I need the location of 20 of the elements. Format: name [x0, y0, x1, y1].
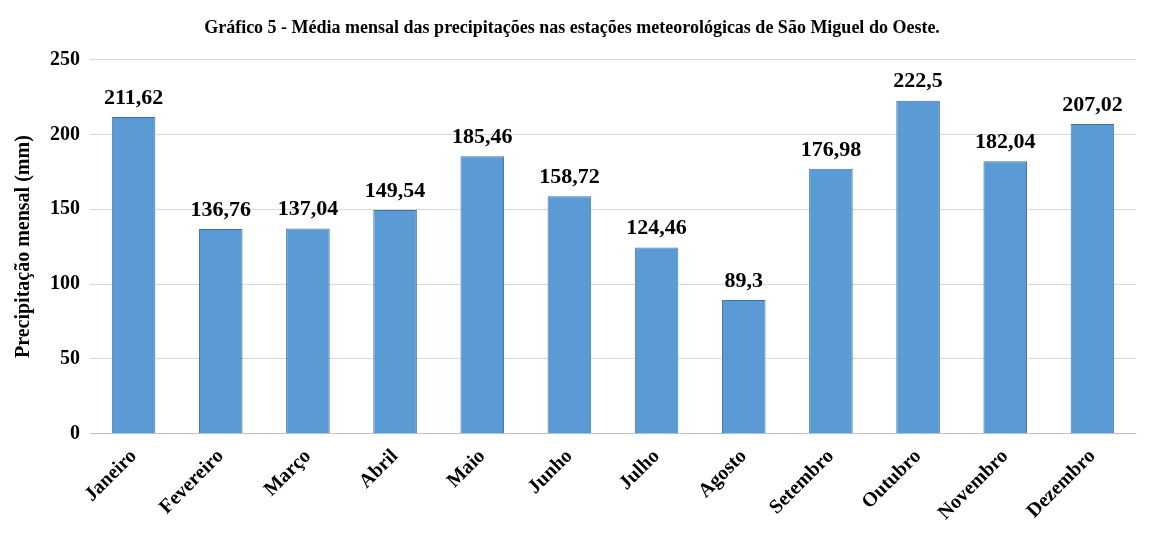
y-tick-label: 100	[50, 271, 80, 294]
y-tick-label: 50	[60, 346, 80, 369]
data-label: 207,02	[1062, 90, 1123, 116]
data-label: 158,72	[539, 162, 600, 188]
data-label: 222,5	[893, 67, 943, 93]
data-label: 149,54	[364, 176, 426, 202]
y-tick-label: 150	[50, 196, 80, 219]
data-label: 136,76	[190, 195, 251, 221]
data-label: 137,04	[277, 195, 339, 221]
y-tick-label: 0	[70, 420, 80, 443]
data-label: 89,3	[724, 266, 763, 292]
data-label: 124,46	[626, 214, 687, 240]
y-axis-title: Precipitação mensal (mm)	[11, 135, 35, 359]
y-tick-label: 200	[50, 121, 80, 144]
data-label: 182,04	[975, 127, 1036, 153]
data-label: 185,46	[452, 122, 513, 148]
y-tick-label: 250	[50, 46, 80, 69]
data-label: 176,98	[800, 135, 862, 161]
chart-title: Gráfico 5 - Média mensal das precipitações nas estações meteorológicas de São Miguel do Oeste.	[204, 17, 940, 38]
data-label: 211,62	[103, 83, 164, 109]
